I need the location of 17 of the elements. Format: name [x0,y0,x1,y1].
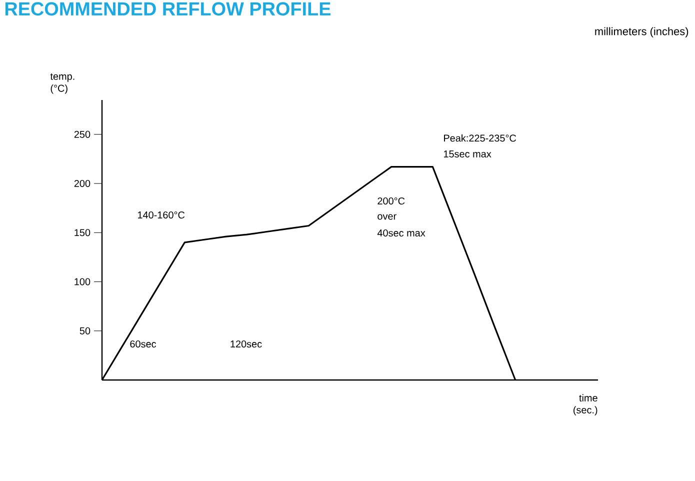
y-axis-title: temp. (°C) [50,73,74,94]
y-tick-label: 150 [74,229,90,236]
y-tick-label: 100 [74,278,90,286]
y-tick-label: 50 [80,327,90,334]
text: millimeters (inches) [595,27,688,38]
chart-title: RECOMMENDED REFLOW PROFILE [5,2,330,16]
annotation: 120sec [230,340,262,348]
annotation: 140-160°C [138,211,185,219]
annotation: 15sec max [444,150,492,158]
y-tick-label: 200 [74,180,90,188]
y-tick-label: 250 [74,130,90,138]
x-axis-title: time (sec.) [574,394,598,416]
annotation: 60sec [130,340,156,348]
annotation: 200°C [378,197,405,205]
annotation: Peak:225-235°C [444,134,516,142]
annotation: 40sec max [377,229,426,237]
annotation: over [378,214,396,220]
